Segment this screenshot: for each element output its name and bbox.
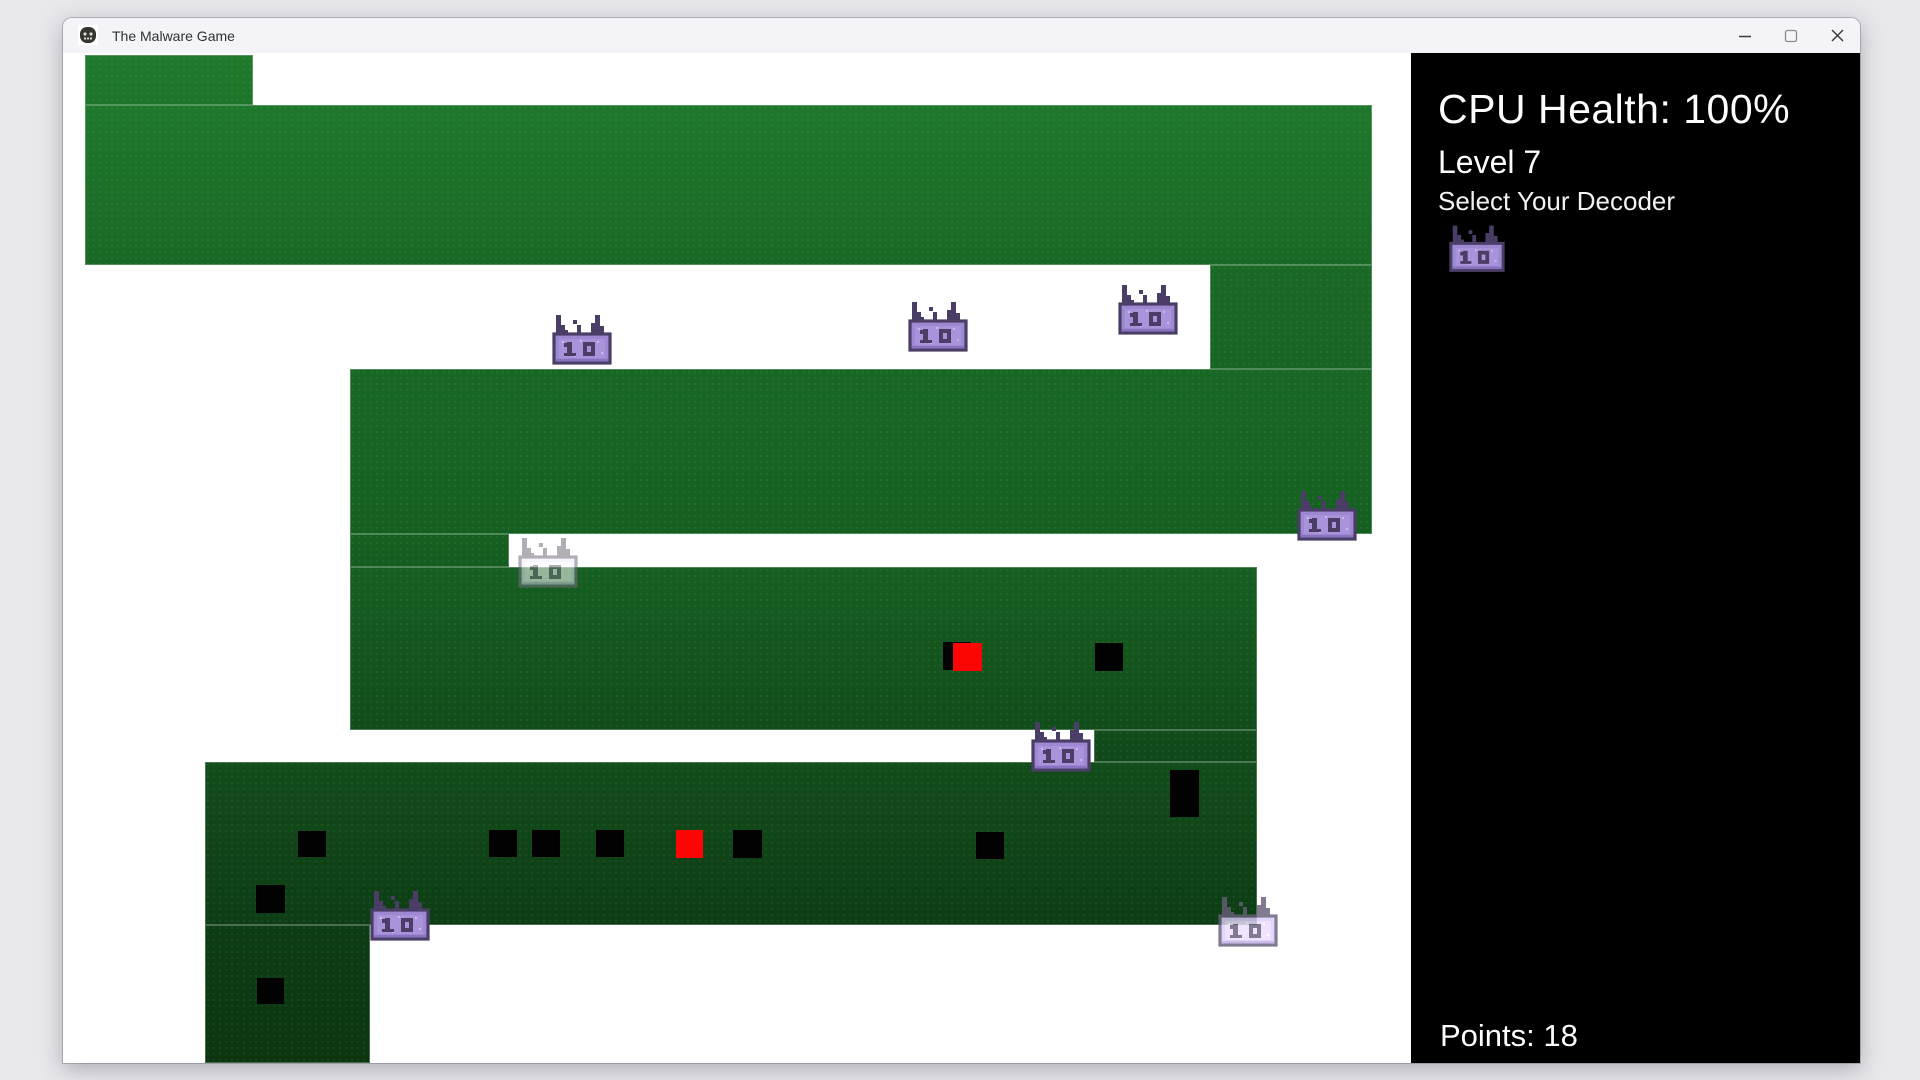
decoder-sprite-ghost[interactable] — [518, 536, 578, 588]
black-block — [489, 830, 517, 857]
level-text: Level 7 — [1438, 144, 1542, 180]
black-block — [1095, 643, 1123, 671]
black-block — [257, 978, 284, 1004]
hud-sidebar: CPU Health: 100% Level 7 Select Your Dec… — [1411, 53, 1860, 1063]
decoder-option-icon[interactable] — [1449, 222, 1505, 274]
black-bar — [1170, 770, 1199, 817]
black-block — [733, 830, 762, 858]
decoder-sprite[interactable] — [908, 300, 968, 352]
cpu-health-text: CPU Health: 100% — [1438, 86, 1791, 132]
platform-top-block — [85, 55, 253, 105]
platform-left-column — [205, 925, 370, 1063]
black-block — [596, 830, 624, 857]
platform-left-bridge — [350, 534, 509, 567]
platform-right-bridge — [1094, 730, 1257, 762]
maximize-button[interactable] — [1768, 18, 1814, 53]
decoder-sprite[interactable] — [552, 313, 612, 365]
decoder-sprite-pale[interactable] — [1218, 895, 1278, 947]
decoder-sprite[interactable] — [1031, 720, 1091, 772]
black-block — [532, 830, 560, 857]
platform-band-2 — [350, 369, 1372, 534]
platform-band-1 — [85, 105, 1372, 265]
minimize-button[interactable] — [1722, 18, 1768, 53]
window-title: The Malware Game — [112, 27, 235, 44]
points-text: Points: 18 — [1440, 1018, 1578, 1053]
black-block — [976, 832, 1004, 859]
app-icon — [78, 25, 98, 45]
titlebar: The Malware Game — [63, 18, 1860, 53]
platform-right-column — [1210, 265, 1372, 369]
red-block — [953, 643, 982, 671]
black-block — [298, 831, 326, 857]
red-block — [676, 830, 703, 858]
platform-band-4 — [205, 762, 1257, 925]
game-window: The Malware Game CPU Health: 100% Level … — [63, 18, 1860, 1063]
decoder-sprite[interactable] — [1118, 283, 1178, 335]
black-block — [256, 885, 285, 913]
select-decoder-prompt: Select Your Decoder — [1438, 186, 1676, 216]
game-playfield[interactable]: CPU Health: 100% Level 7 Select Your Dec… — [63, 53, 1860, 1063]
close-button[interactable] — [1814, 18, 1860, 53]
window-controls — [1722, 18, 1860, 53]
decoder-sprite[interactable] — [1297, 489, 1357, 541]
decoder-sprite[interactable] — [370, 889, 430, 941]
